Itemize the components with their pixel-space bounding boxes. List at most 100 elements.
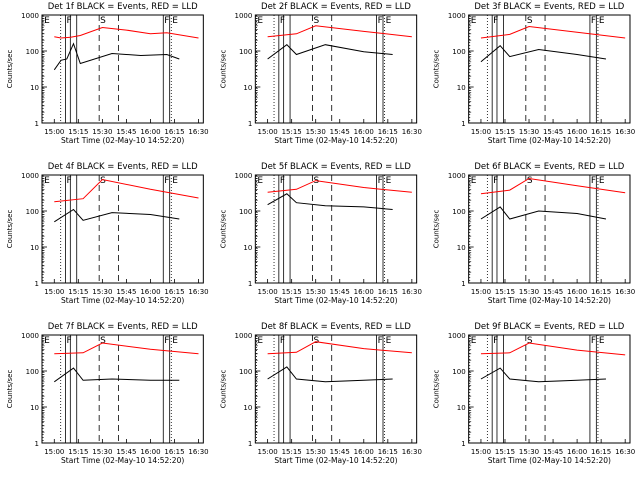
event-marker-label: E [386, 176, 392, 186]
x-tick-label: 15:45 [543, 128, 563, 136]
x-axis-label: Start Time (02-May-10 14:52:20) [274, 296, 397, 305]
x-tick-label: 15:00 [44, 448, 64, 456]
plot-frame [254, 334, 418, 444]
x-tick-label: 16:15 [378, 128, 398, 136]
y-axis-label: Counts/sec [6, 210, 14, 249]
y-tick-label: 1 [461, 440, 465, 448]
y-tick-label: 100 [239, 48, 252, 56]
event-marker-label: E [172, 16, 178, 26]
x-tick-label: 16:30 [615, 128, 635, 136]
series-events [480, 45, 607, 63]
x-tick-label: 15:45 [330, 288, 350, 296]
x-axis-label: Start Time (02-May-10 14:52:20) [488, 296, 611, 305]
y-tick-label: 1 [35, 440, 39, 448]
panel-6f: Det 6f BLACK = Events, RED = LLD 1 10 100 10… [433, 162, 636, 305]
panel-title: Det 7f BLACK = Events, RED = LLD [48, 322, 198, 332]
panel-title: Det 2f BLACK = Events, RED = LLD [261, 2, 411, 12]
plot-frame [468, 334, 631, 444]
panel-title: Det 1f BLACK = Events, RED = LLD [48, 2, 198, 12]
panel-title: Det 3f BLACK = Events, RED = LLD [474, 2, 624, 12]
x-tick-label: 16:15 [164, 448, 184, 456]
y-tick-label: 10 [30, 244, 39, 252]
event-marker-label: S [100, 16, 106, 26]
x-axis-label: Start Time (02-May-10 14:52:20) [61, 296, 184, 305]
event-marker-label: S [527, 16, 533, 26]
x-tick-label: 16:30 [402, 128, 422, 136]
plot-frame [41, 14, 204, 124]
event-marker-label: E [172, 176, 178, 186]
x-tick-label: 16:00 [567, 128, 587, 136]
series-events [267, 44, 393, 60]
y-tick-label: 10 [243, 404, 252, 412]
event-marker-label: S [527, 176, 533, 186]
event-marker-label: F [67, 16, 72, 26]
x-tick-label: 16:00 [354, 288, 374, 296]
x-tick-label: 16:30 [615, 448, 635, 456]
x-tick-label: 15:45 [330, 128, 350, 136]
y-axis-label: Counts/sec [6, 50, 14, 89]
x-tick-label: 16:00 [140, 448, 160, 456]
x-tick-label: 15:00 [471, 288, 491, 296]
plot-frame [468, 174, 631, 284]
y-tick-label: 1000 [448, 332, 466, 340]
x-tick-label: 15:15 [495, 288, 515, 296]
x-tick-label: 15:00 [258, 288, 278, 296]
x-tick-label: 15:00 [258, 448, 278, 456]
x-tick-label: 15:15 [68, 288, 88, 296]
x-tick-label: 16:00 [354, 448, 374, 456]
x-tick-label: 15:30 [519, 288, 539, 296]
panel-5f: Det 5f BLACK = Events, RED = LLD 1 10 100 10… [219, 162, 422, 305]
event-marker-label: E [257, 176, 263, 186]
series-lld [480, 25, 626, 39]
x-tick-label: 15:00 [471, 128, 491, 136]
x-tick-label: 16:15 [591, 128, 611, 136]
y-axis-label: Counts/sec [433, 210, 441, 249]
series-lld [267, 25, 412, 38]
y-tick-label: 10 [457, 84, 466, 92]
x-axis-label: Start Time (02-May-10 14:52:20) [61, 136, 184, 145]
x-axis-label: Start Time (02-May-10 14:52:20) [274, 136, 397, 145]
panel-7f: Det 7f BLACK = Events, RED = LLD 1 10 100 10… [6, 322, 209, 465]
y-tick-label: 1000 [235, 172, 253, 180]
panel-1f: Det 1f BLACK = Events, RED = LLD 1 10 100 10… [6, 2, 209, 145]
plot-frame [41, 174, 204, 284]
x-tick-label: 15:45 [116, 128, 136, 136]
event-marker-label: E [257, 16, 263, 26]
series-events [54, 367, 180, 383]
x-tick-label: 16:00 [140, 128, 160, 136]
event-marker-label: F [164, 16, 169, 26]
x-tick-label: 16:30 [188, 448, 208, 456]
event-marker-label: E [257, 336, 263, 346]
event-marker-label: F [493, 16, 498, 26]
x-tick-label: 15:30 [306, 448, 326, 456]
event-marker-label: F [280, 16, 285, 26]
panel-title: Det 4f BLACK = Events, RED = LLD [48, 162, 198, 172]
x-tick-label: 15:45 [543, 288, 563, 296]
y-tick-label: 1000 [448, 12, 466, 20]
y-axis-label: Counts/sec [433, 50, 441, 89]
y-tick-label: 100 [452, 48, 465, 56]
plot-frame [254, 174, 418, 284]
event-marker-label: F [378, 16, 383, 26]
series-lld [480, 342, 626, 356]
series-events [53, 42, 180, 71]
x-tick-label: 15:30 [519, 128, 539, 136]
x-axis-label: Start Time (02-May-10 14:52:20) [488, 136, 611, 145]
y-tick-label: 100 [452, 208, 465, 216]
y-tick-label: 1000 [21, 12, 39, 20]
y-tick-label: 1 [248, 440, 252, 448]
panel-8f: Det 8f BLACK = Events, RED = LLD 1 10 100 10… [219, 322, 422, 465]
y-tick-label: 100 [26, 48, 39, 56]
x-tick-label: 15:30 [306, 128, 326, 136]
plot-frame [468, 14, 631, 124]
event-marker-label: E [599, 336, 605, 346]
event-marker-label: E [386, 336, 392, 346]
panel-9f: Det 9f BLACK = Events, RED = LLD 1 10 100 10… [433, 322, 636, 465]
y-tick-label: 100 [26, 208, 39, 216]
y-tick-label: 100 [239, 208, 252, 216]
x-tick-label: 15:00 [44, 128, 64, 136]
plot-frame [254, 14, 418, 124]
event-marker-label: S [100, 176, 106, 186]
y-axis-label: Counts/sec [219, 210, 227, 249]
